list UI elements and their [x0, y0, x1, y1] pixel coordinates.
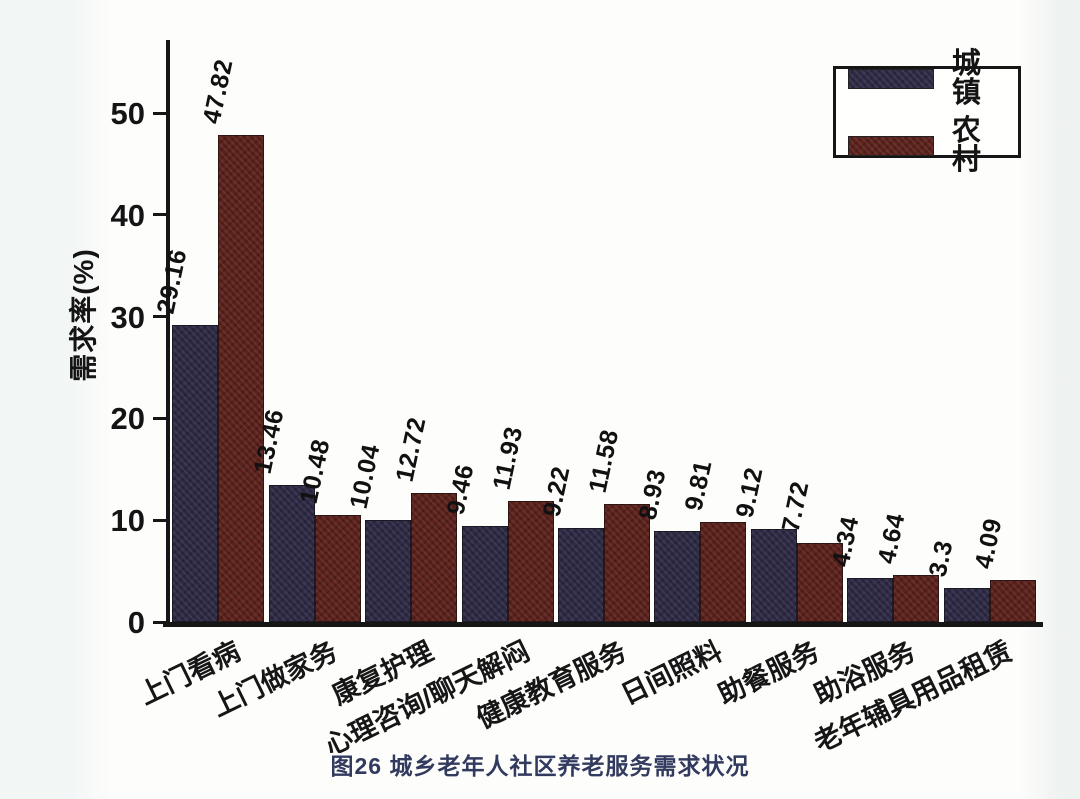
legend-swatch [848, 68, 934, 89]
bar: 12.72 [391, 414, 458, 622]
bar-group: 9.46 11.93 [441, 45, 555, 622]
value-label: 12.72 [390, 414, 432, 484]
y-tick-label: 50 [110, 96, 145, 131]
bar: 9.81 [680, 458, 747, 622]
bar-group: 10.04 12.72 [345, 45, 459, 622]
value-label: 29.16 [151, 246, 193, 317]
bar: 29.16 [152, 247, 219, 622]
y-tick-mark [153, 315, 166, 319]
y-tick-label: 20 [110, 401, 145, 437]
bar: 10.48 [294, 437, 361, 622]
plot-area: 29.16 47.82 13.46 10.48 10.04 12.72 9.46 11.93 9… [152, 45, 1038, 622]
value-label: 7.72 [776, 479, 815, 535]
bar: 4.34 [827, 514, 894, 622]
value-label: 11.93 [487, 423, 528, 492]
bar-group: 9.22 11.58 [538, 45, 652, 622]
bar: 47.82 [198, 57, 265, 622]
value-label: 47.82 [197, 56, 239, 127]
y-axis-line [166, 40, 170, 627]
bar-group: 13.46 10.48 [248, 45, 362, 622]
legend-swatch [848, 135, 934, 156]
bar: 7.72 [776, 479, 843, 622]
y-tick-mark [153, 620, 166, 624]
x-tick-label: 助餐服务 [713, 636, 824, 711]
y-tick-label: 30 [110, 299, 145, 335]
y-tick-mark [153, 518, 166, 522]
value-label: 11.58 [583, 427, 625, 496]
bar: 13.46 [248, 407, 315, 622]
value-label: 9.81 [680, 457, 718, 514]
legend: 城镇 农村 [833, 49, 1021, 174]
x-axis-line [163, 622, 1043, 627]
bar: 9.22 [538, 464, 604, 622]
x-tick-label: 日间照料 [616, 636, 728, 711]
bar: 8.93 [634, 467, 701, 622]
value-label: 4.09 [969, 516, 1008, 572]
value-label: 8.93 [634, 466, 672, 523]
legend-row: 农村 [848, 114, 1006, 176]
bar: 9.12 [730, 465, 797, 622]
value-label: 4.64 [872, 510, 911, 566]
bar: 4.64 [873, 511, 940, 622]
figure-caption: 图26 城乡老年人社区养老服务需求状况 [330, 753, 750, 779]
bar: 11.93 [487, 424, 554, 622]
bar-group: 3.3 4.09 [923, 45, 1038, 622]
value-label: 10.48 [294, 437, 336, 507]
y-tick-mark [153, 416, 166, 420]
bar: 11.58 [584, 427, 650, 622]
bar-group: 29.16 47.82 [152, 45, 266, 622]
legend-row: 城镇 [848, 47, 1006, 109]
legend-label: 农村 [951, 114, 981, 176]
bar-group: 8.93 9.81 [634, 45, 748, 622]
bar: 4.09 [969, 516, 1036, 622]
y-tick-label: 10 [110, 503, 145, 539]
y-tick-mark [153, 213, 166, 217]
bar: 9.46 [441, 462, 508, 622]
y-tick-label: 40 [110, 197, 145, 233]
bar: 10.04 [345, 442, 412, 622]
x-axis-labels: 上门看病 上门做家务 康复护理 心理咨询/聊天解闷 健康教育服务 日间照料 助餐服务 助浴服务… [135, 633, 1038, 761]
legend-label: 城镇 [951, 47, 981, 109]
y-tick-mark [153, 111, 166, 115]
bar-group: 9.12 7.72 [730, 45, 845, 622]
bar: 3.3 [923, 538, 990, 622]
bar-group: 4.34 4.64 [827, 45, 941, 622]
value-label: 3.3 [923, 538, 959, 580]
y-tick-label: 0 [127, 605, 145, 640]
